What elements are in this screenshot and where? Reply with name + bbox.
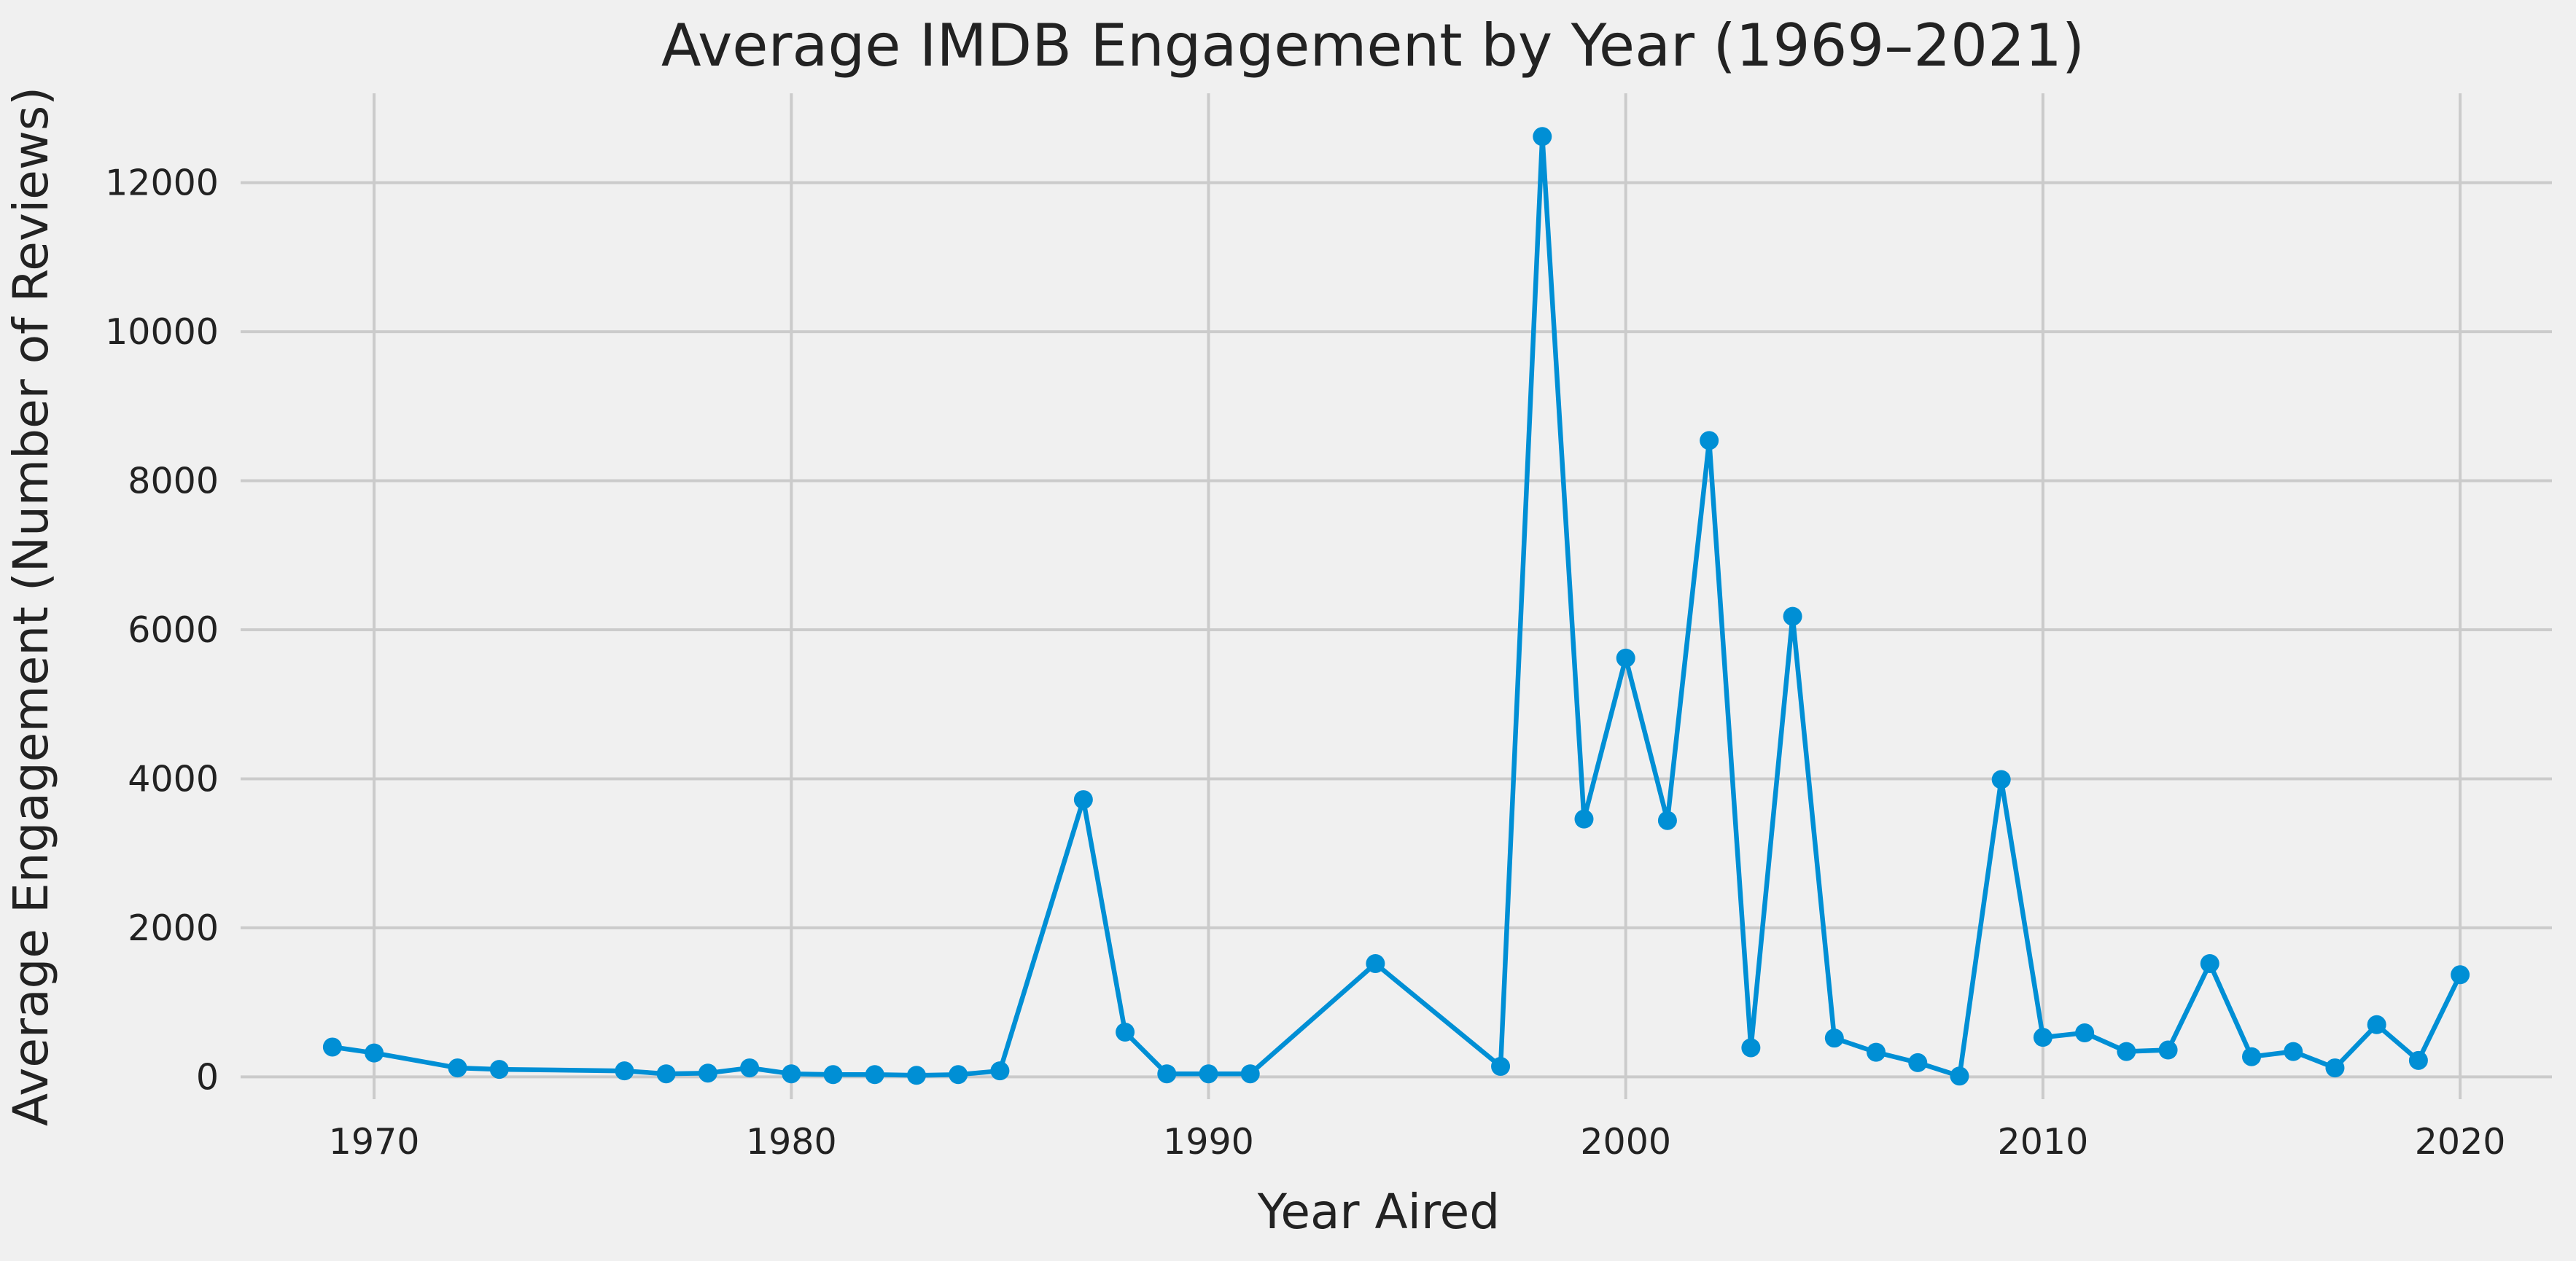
data-point: [1116, 1023, 1135, 1042]
x-tick-label: 1970: [329, 1121, 420, 1163]
data-point: [1824, 1028, 1844, 1048]
data-point: [2367, 1015, 2386, 1034]
data-point: [448, 1058, 467, 1078]
data-point: [740, 1058, 760, 1078]
data-point: [990, 1061, 1010, 1081]
data-point: [949, 1065, 968, 1085]
data-point: [906, 1066, 926, 1085]
data-point: [615, 1061, 634, 1081]
series-line: [330, 134, 2463, 1079]
data-point: [1073, 790, 1093, 810]
x-axis-title: Year Aired: [1257, 1184, 1500, 1240]
y-tick-label: 2000: [128, 907, 219, 949]
y-axis-title: Average Engagement (Number of Reviews): [3, 87, 59, 1126]
data-point: [2242, 1047, 2262, 1066]
x-tick-label: 1980: [746, 1121, 837, 1163]
data-point: [2408, 1050, 2428, 1070]
x-tick-label: 2000: [1580, 1121, 1671, 1163]
data-point: [865, 1065, 884, 1085]
data-point: [322, 1037, 342, 1057]
data-point: [1616, 648, 1635, 668]
data-point: [2284, 1042, 2303, 1061]
data-point: [1366, 953, 1385, 973]
y-tick-label: 12000: [105, 163, 219, 204]
data-point: [1867, 1042, 1886, 1062]
data-point: [489, 1060, 509, 1080]
data-point: [2200, 953, 2219, 973]
data-point: [2325, 1058, 2345, 1078]
data-point: [1783, 606, 1802, 626]
x-tick-label: 2020: [2415, 1121, 2506, 1163]
data-point: [782, 1064, 801, 1084]
x-tick-label: 2010: [1998, 1121, 2089, 1163]
chart-title: Average IMDB Engagement by Year (1969–20…: [661, 12, 2085, 79]
data-point: [365, 1043, 384, 1063]
data-point: [1908, 1053, 1928, 1072]
data-point: [1240, 1064, 1260, 1084]
data-point: [1991, 770, 2011, 789]
tick-labels: 1970 1980 1990 2000 2010 2020 0 2000 4000 6000 800…: [105, 163, 2505, 1163]
data-point: [823, 1065, 843, 1085]
data-point: [698, 1063, 717, 1083]
data-point: [1657, 811, 1677, 830]
y-tick-label: 10000: [105, 311, 219, 353]
data-point: [1741, 1038, 1761, 1058]
y-tick-label: 0: [196, 1056, 219, 1098]
data-point: [1700, 431, 1719, 450]
data-point: [1157, 1064, 1177, 1084]
data-point: [2075, 1023, 2095, 1043]
data-point: [1574, 809, 1594, 829]
data-point: [1533, 127, 1552, 147]
data-point: [656, 1064, 676, 1084]
y-tick-label: 4000: [128, 758, 219, 800]
data-point: [2451, 965, 2470, 985]
grid: [241, 93, 2552, 1099]
data-point: [1491, 1057, 1511, 1077]
x-tick-label: 1990: [1163, 1121, 1254, 1163]
data-point: [1199, 1064, 1218, 1084]
data-point: [1950, 1066, 1969, 1086]
y-tick-label: 8000: [128, 461, 219, 502]
data-point: [2158, 1040, 2178, 1060]
data-point: [2033, 1028, 2052, 1047]
data-point: [2117, 1042, 2136, 1061]
series-layer: [322, 127, 2470, 1086]
y-tick-label: 6000: [128, 609, 219, 651]
